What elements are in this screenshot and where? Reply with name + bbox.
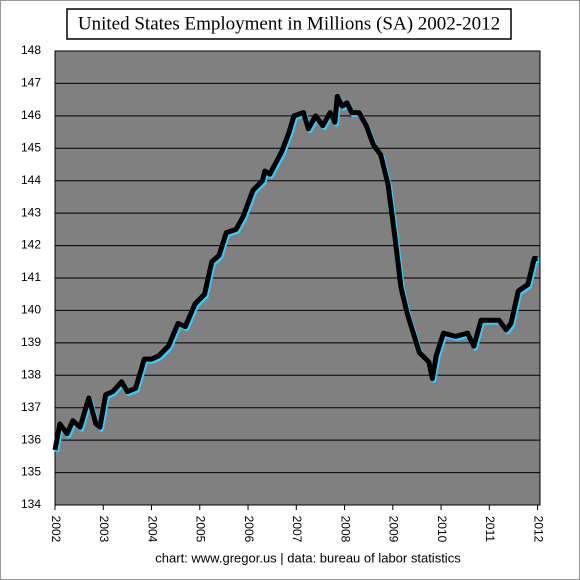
y-tick-label: 143 bbox=[21, 205, 41, 219]
y-tick-label: 145 bbox=[21, 140, 41, 154]
x-tick-label: 2002 bbox=[49, 516, 63, 543]
y-tick-label: 147 bbox=[21, 76, 41, 90]
x-tick-label: 2005 bbox=[194, 516, 208, 543]
x-tick-label: 2010 bbox=[435, 516, 449, 543]
x-tick-label: 2012 bbox=[531, 516, 545, 543]
y-tick-label: 148 bbox=[21, 43, 41, 57]
y-tick-label: 137 bbox=[21, 400, 41, 414]
line bbox=[52, 93, 538, 451]
y-tick-label: 135 bbox=[21, 465, 41, 479]
y-tick-label: 142 bbox=[21, 238, 41, 252]
x-tick-label: 2009 bbox=[387, 516, 401, 543]
y-tick-label: 140 bbox=[21, 303, 41, 317]
x-tick-label: 2006 bbox=[242, 516, 256, 543]
title-box bbox=[66, 8, 512, 40]
y-tick-label: 139 bbox=[21, 335, 41, 349]
x-tick-label: 2003 bbox=[97, 516, 111, 543]
y-tick-label: 141 bbox=[21, 270, 41, 284]
y-tick-label: 144 bbox=[21, 173, 41, 187]
chart-title: United States Employment in Millions (SA… bbox=[78, 13, 500, 34]
y-tick-label: 146 bbox=[21, 108, 41, 122]
x-tick-label: 2008 bbox=[338, 516, 352, 543]
y-tick-label: 138 bbox=[21, 367, 41, 381]
x-tick-label: 2004 bbox=[145, 516, 159, 543]
footer: chart: www.gregor.us | data: bureau of l… bbox=[155, 550, 461, 565]
x-tick-label: 2007 bbox=[290, 516, 304, 543]
x-tick-label: 2011 bbox=[483, 516, 497, 542]
y-tick-label: 134 bbox=[21, 497, 41, 511]
y-tick-label: 136 bbox=[21, 432, 41, 446]
